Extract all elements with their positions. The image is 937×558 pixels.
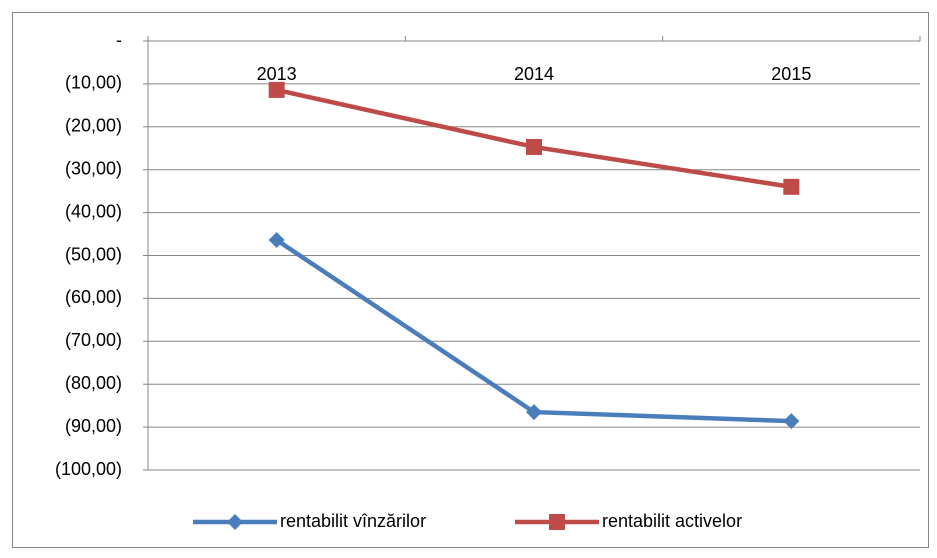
legend-marker <box>227 514 243 530</box>
y-tick-label: (10,00) <box>65 73 122 93</box>
data-point <box>526 138 542 155</box>
data-point <box>783 413 800 430</box>
y-tick-label: - <box>116 30 122 50</box>
y-tick-label: (90,00) <box>65 416 122 436</box>
x-tick-label: 2015 <box>771 64 811 84</box>
y-tick-label: (20,00) <box>65 116 122 136</box>
legend-marker <box>549 514 565 530</box>
y-tick-label: (70,00) <box>65 330 122 350</box>
data-point <box>268 232 285 249</box>
y-tick-label: (30,00) <box>65 158 122 178</box>
data-point <box>268 81 285 98</box>
chart-border <box>12 12 929 548</box>
data-point <box>783 178 800 195</box>
legend-label: rentabilit vînzărilor <box>280 511 426 531</box>
x-tick-label: 2013 <box>257 64 297 84</box>
data-point <box>526 404 542 421</box>
y-tick-label: (50,00) <box>65 244 122 264</box>
y-tick-label: (100,00) <box>55 459 122 479</box>
x-tick-label: 2014 <box>514 64 554 84</box>
y-tick-label: (60,00) <box>65 287 122 307</box>
y-tick-label: (80,00) <box>65 373 122 393</box>
y-tick-label: (40,00) <box>65 201 122 221</box>
legend-label: rentabilit activelor <box>602 511 742 531</box>
